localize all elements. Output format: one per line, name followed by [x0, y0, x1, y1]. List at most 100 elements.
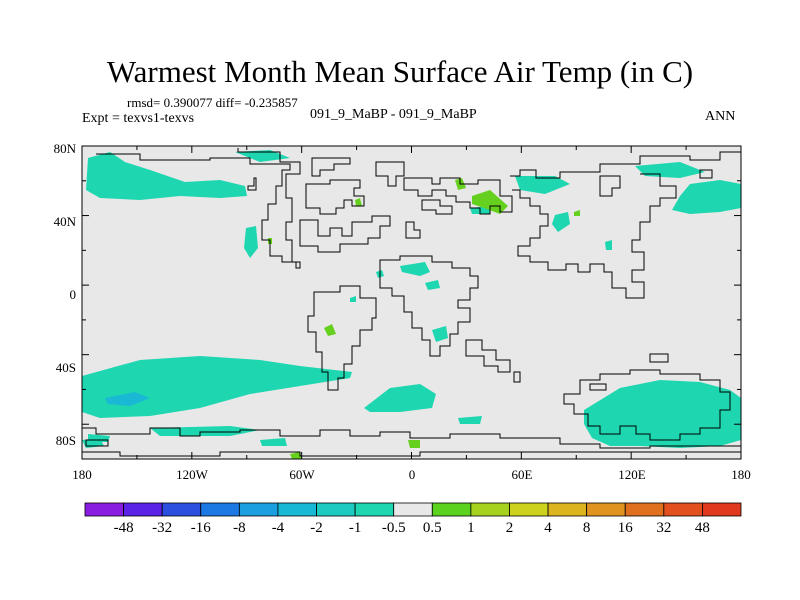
- coastline: [649, 353, 669, 363]
- coastline: [247, 177, 257, 191]
- colorbar-swatch: [393, 502, 433, 517]
- colorbar-swatch: [509, 502, 549, 517]
- anomaly-patch-positive: [574, 210, 580, 216]
- anomaly-patch: [350, 296, 356, 302]
- anomaly-patch: [605, 240, 612, 250]
- anomaly-patch-positive: [408, 440, 420, 448]
- coastline: [405, 221, 421, 239]
- coastline: [465, 339, 511, 373]
- colorbar-swatch: [316, 502, 356, 517]
- coastline: [510, 151, 741, 179]
- lat-tick-label: 0: [70, 287, 77, 302]
- lon-tick-label: 0: [409, 467, 416, 482]
- coastline: [82, 427, 741, 449]
- colorbar-swatch: [238, 502, 279, 517]
- lon-tick-label: 120W: [176, 467, 209, 482]
- colorbar-label: -48: [114, 520, 134, 536]
- coastline: [403, 177, 513, 215]
- coastline: [82, 451, 741, 457]
- coastline-layer: [82, 145, 741, 457]
- experiment-label: Expt = texvs1-texvs: [82, 111, 195, 126]
- anomaly-patch-positive: [324, 324, 336, 336]
- colorbar-swatch: [277, 502, 317, 517]
- colorbar-label: 0.5: [423, 520, 442, 536]
- colorbar-label: -4: [272, 520, 285, 536]
- coastline: [379, 255, 479, 357]
- anomaly-patch: [235, 150, 290, 162]
- anomaly-patch: [458, 416, 482, 424]
- coastline: [599, 175, 621, 197]
- anomaly-patch: [244, 226, 258, 258]
- lat-tick-label: 40S: [56, 360, 76, 375]
- coastline: [421, 199, 453, 215]
- coastline: [307, 285, 377, 391]
- colorbar-label: -32: [152, 520, 172, 536]
- colorbar-swatch: [624, 502, 665, 517]
- anomaly-patch: [82, 356, 352, 418]
- coastline: [299, 215, 391, 253]
- coastline: [96, 148, 301, 269]
- colorbar-label: 4: [544, 520, 552, 536]
- colorbar-swatch: [547, 502, 588, 517]
- colorbar-label: 8: [583, 520, 591, 536]
- colorbar-swatch: [200, 502, 240, 517]
- experiment-name: 091_9_MaBP - 091_9_MaBP: [310, 107, 477, 122]
- colorbar-swatch: [354, 502, 395, 517]
- colorbar-label: 2: [506, 520, 514, 536]
- colorbar-swatch: [586, 502, 626, 517]
- lon-tick-label: 180: [72, 467, 92, 482]
- colorbar-label: 16: [618, 520, 634, 536]
- colorbar-label: -16: [191, 520, 211, 536]
- colorbar-swatch: [123, 502, 163, 517]
- coastline: [512, 173, 677, 299]
- anomaly-patch: [672, 180, 741, 214]
- coastline: [513, 371, 521, 383]
- colorbar-label: -2: [310, 520, 323, 536]
- anomaly-patch: [515, 176, 570, 194]
- anomaly-patch: [552, 212, 570, 232]
- coastline: [699, 169, 713, 179]
- colorbar-label: -1: [349, 520, 362, 536]
- anomaly-patch: [432, 326, 448, 342]
- lat-tick-label: 40N: [54, 214, 77, 229]
- lon-tick-label: 60E: [512, 467, 533, 482]
- colorbar-swatch: [702, 502, 742, 517]
- colorbar-swatch: [470, 502, 510, 517]
- anomaly-patch: [86, 152, 247, 200]
- colorbar-swatch: [431, 502, 472, 517]
- coastline: [305, 179, 365, 215]
- anomaly-patch: [364, 384, 436, 412]
- lon-tick-label: 180: [731, 467, 751, 482]
- colorbar-label: -0.5: [382, 520, 406, 536]
- colorbar-label: 1: [467, 520, 475, 536]
- lon-tick-label: 120E: [618, 467, 646, 482]
- anomaly-patch: [400, 262, 430, 276]
- colorbar-label: -8: [233, 520, 246, 536]
- lon-tick-label: 60W: [289, 467, 315, 482]
- coastline: [375, 161, 405, 187]
- anomaly-core: [105, 392, 150, 406]
- colorbar-swatch: [84, 502, 124, 517]
- anomaly-patch: [584, 380, 741, 448]
- colorbar-label: 48: [695, 520, 710, 536]
- coastline: [85, 439, 109, 447]
- anomaly-patch: [425, 280, 440, 290]
- anomaly-patch-positive: [355, 198, 362, 206]
- colorbar-label: 32: [656, 520, 671, 536]
- coastline: [311, 157, 351, 177]
- colorbar: [84, 502, 742, 517]
- anomaly-patch-positive: [472, 190, 508, 214]
- map-title: Warmest Month Mean Surface Air Temp (in …: [106, 54, 694, 89]
- lat-tick-label: 80S: [56, 433, 76, 448]
- axis-ticks: [81, 145, 742, 460]
- stats-text: rmsd= 0.390077 diff= -0.235857: [127, 95, 298, 110]
- coastline: [563, 369, 731, 441]
- colorbar-labels: -48 -32 -16 -8 -4 -2 -1 -0.5 0.5 1 2 4 8 16 32 48: [114, 520, 710, 536]
- anomaly-layer: [82, 150, 741, 459]
- anomaly-patch: [260, 438, 287, 446]
- period-label: ANN: [705, 109, 736, 124]
- colorbar-swatch: [663, 502, 703, 517]
- colorbar-swatch: [161, 502, 202, 517]
- coastline: [589, 383, 607, 391]
